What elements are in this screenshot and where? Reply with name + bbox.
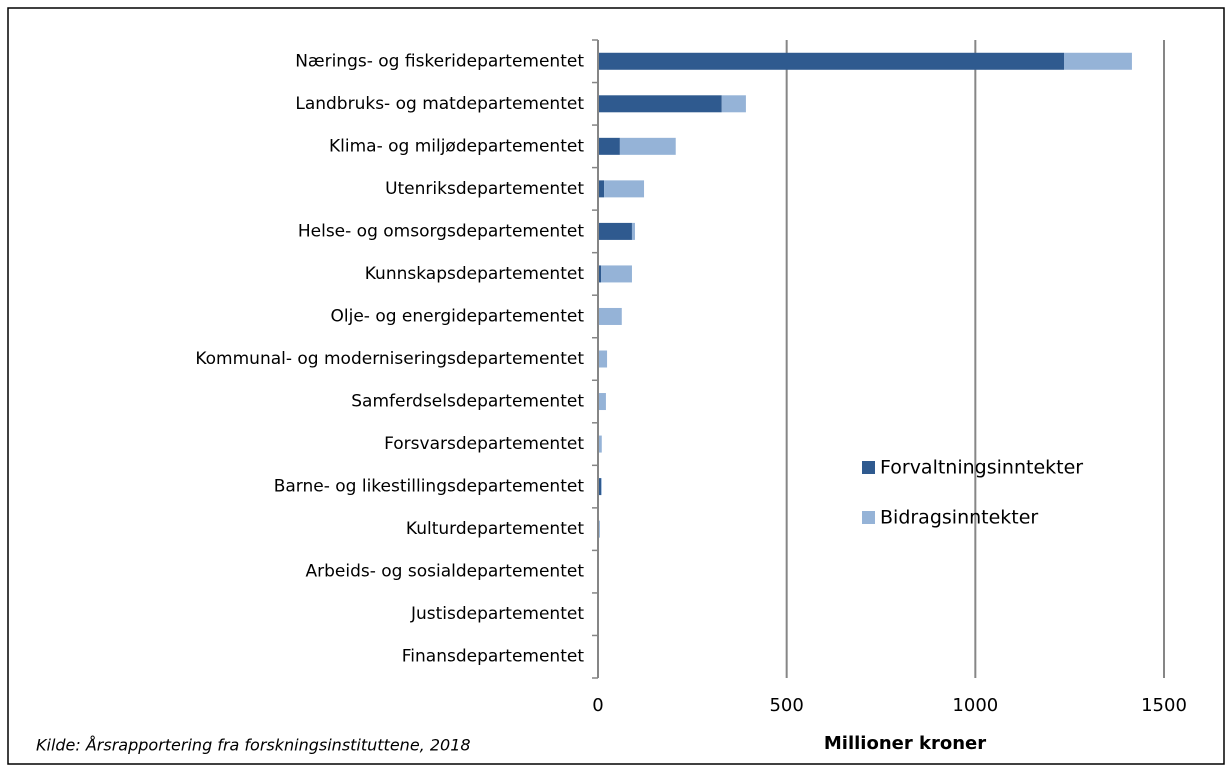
x-axis-title: Millioner kroner (824, 733, 986, 754)
bar-segment (598, 180, 605, 198)
legend-label: Bidragsinntekter (880, 507, 1038, 529)
y-tick-label: Finansdepartementet (402, 647, 585, 667)
bar-segment (601, 265, 632, 283)
chart-frame (7, 7, 1225, 765)
bar-segment (604, 180, 645, 198)
bar-segment (598, 393, 606, 411)
y-tick-label: Olje- og energidepartementet (331, 306, 585, 326)
bar-segment (721, 95, 746, 113)
y-tick-label: Kunnskapsdepartementet (365, 264, 585, 284)
bar-segment (598, 137, 620, 155)
y-tick-label: Justisdepartementet (410, 604, 584, 624)
bar-segment (598, 478, 602, 496)
bar-segment (598, 95, 722, 113)
y-tick-label: Kommunal- og moderniseringsdepartementet (195, 349, 584, 369)
source-note: Kilde: Årsrapportering fra forskningsins… (36, 736, 471, 755)
bar-segment (598, 307, 622, 325)
bar-segment (601, 478, 602, 496)
legend-swatch (862, 511, 875, 524)
y-tick-label: Barne- og likestillingsdepartementet (274, 477, 585, 497)
bar-segment (598, 222, 632, 240)
x-tick-label: 1000 (952, 695, 998, 716)
y-tick-label: Helse- og omsorgsdepartementet (298, 221, 584, 241)
y-tick-label: Landbruks- og matdepartementet (295, 94, 584, 114)
y-tick-label: Samferdselsdepartementet (351, 392, 584, 412)
y-tick-label: Kulturdepartementet (406, 519, 584, 539)
bar-segment (598, 52, 1065, 70)
bar-segment (631, 222, 635, 240)
y-tick-label: Forsvarsdepartementet (384, 434, 584, 454)
bar-segment (598, 435, 602, 453)
bar-segment (1064, 52, 1132, 70)
bar-segment (598, 350, 608, 368)
y-tick-label: Nærings- og fiskeridepartementet (295, 51, 584, 71)
y-tick-label: Arbeids- og sosialdepartementet (305, 562, 584, 582)
x-tick-label: 0 (592, 695, 603, 716)
bar-segment (598, 265, 602, 283)
bar-segment (619, 137, 676, 155)
y-tick-label: Utenriksdepartementet (385, 179, 584, 199)
legend-swatch (862, 461, 875, 474)
x-tick-label: 1500 (1141, 695, 1187, 716)
y-tick-label: Klima- og miljødepartementet (329, 136, 584, 156)
x-tick-label: 500 (769, 695, 803, 716)
legend-label: Forvaltningsinntekter (880, 457, 1083, 479)
